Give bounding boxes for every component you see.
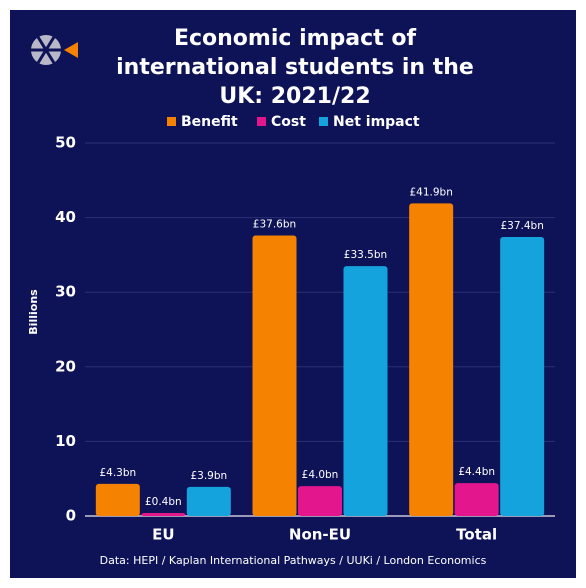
y-tick-label: 40 [55,208,76,226]
bar [454,483,499,516]
bar [500,236,545,516]
x-tick-label: Total [456,526,497,544]
x-tick-label: EU [152,526,174,544]
value-label: £4.4bn [458,466,495,478]
chart-title: Economic impact of international student… [116,26,474,109]
y-tick-label: 0 [66,507,76,525]
x-tick-label: Non-EU [289,526,351,544]
value-label: £4.0bn [302,469,339,481]
legend-label: Benefit [181,114,238,130]
legend-swatch [167,117,176,126]
logo [31,35,78,65]
bar [141,513,186,516]
value-label: £41.9bn [409,186,452,198]
bar [186,486,231,516]
bar [409,203,454,516]
value-label: £37.4bn [500,220,543,232]
y-tick-label: 30 [55,283,76,301]
value-label: £3.9bn [190,470,227,482]
y-tick-label: 10 [55,432,76,450]
y-tick-label: 20 [55,357,76,375]
bar [298,486,342,516]
bar [95,483,140,516]
value-label: £37.6bn [253,219,296,231]
y-axis-label: Billions [27,289,40,335]
value-label: £33.5bn [344,249,387,261]
legend-swatch [257,117,266,126]
legend-label: Net impact [333,114,420,130]
legend-swatch [319,117,328,126]
bar [252,235,297,516]
value-label: £4.3bn [99,467,136,479]
value-label: £0.4bn [145,496,182,508]
legend-label: Cost [271,114,306,130]
source: Data: HEPI / Kaplan International Pathwa… [100,554,487,567]
y-tick-label: 50 [55,134,76,152]
bar [343,266,388,516]
